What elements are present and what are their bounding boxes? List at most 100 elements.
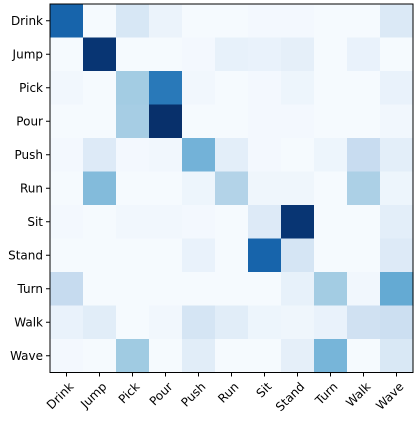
heatmap-cell-5-7 (281, 171, 315, 206)
heatmap-cell-3-6 (248, 104, 282, 139)
x-tick-label-drink: Drink (44, 380, 77, 413)
heatmap-cell-0-7 (281, 4, 315, 39)
heatmap-cell-9-2 (116, 305, 150, 340)
y-tick-label-stand: Stand (8, 248, 43, 262)
heatmap-cell-6-9 (347, 205, 381, 240)
heatmap-cell-3-10 (380, 104, 414, 139)
heatmap-cell-0-4 (182, 4, 216, 39)
heatmap-cell-2-0 (50, 71, 84, 106)
heatmap-cell-0-2 (116, 4, 150, 39)
heatmap-cell-5-6 (248, 171, 282, 206)
heatmap-cell-2-8 (314, 71, 348, 106)
heatmap-cell-1-4 (182, 37, 216, 72)
x-tick-label-wave: Wave (373, 380, 406, 413)
heatmap-cell-7-6 (248, 238, 282, 273)
x-tick-label-turn: Turn (312, 380, 341, 409)
heatmap-cell-4-10 (380, 138, 414, 173)
heatmap-cell-7-10 (380, 238, 414, 273)
x-tick-label-push: Push (178, 380, 208, 410)
heatmap-cell-3-3 (149, 104, 183, 139)
heatmap-cell-7-9 (347, 238, 381, 273)
heatmap-cell-4-5 (215, 138, 249, 173)
heatmap-cell-5-10 (380, 171, 414, 206)
heatmap-cell-5-3 (149, 171, 183, 206)
heatmap-cell-8-8 (314, 272, 348, 307)
heatmap-cell-10-4 (182, 339, 216, 374)
heatmap-cell-7-5 (215, 238, 249, 273)
heatmap-cell-6-7 (281, 205, 315, 240)
heatmap-cell-10-2 (116, 339, 150, 374)
y-tick-label-walk: Walk (14, 315, 43, 329)
heatmap-cell-5-9 (347, 171, 381, 206)
heatmap-cell-5-8 (314, 171, 348, 206)
heatmap-cell-3-1 (83, 104, 117, 139)
heatmap-cell-1-6 (248, 37, 282, 72)
y-tick-label-sit: Sit (27, 215, 43, 229)
x-tick-label-jump: Jump (77, 380, 109, 412)
x-tick-label-stand: Stand (273, 380, 308, 415)
heatmap-cell-0-0 (50, 4, 84, 39)
heatmap-cell-5-4 (182, 171, 216, 206)
heatmap-cell-3-5 (215, 104, 249, 139)
heatmap-cell-2-2 (116, 71, 150, 106)
heatmap-cell-4-9 (347, 138, 381, 173)
heatmap-cell-2-4 (182, 71, 216, 106)
y-tick-label-drink: Drink (11, 14, 43, 28)
heatmap-cell-6-4 (182, 205, 216, 240)
heatmap-cell-1-9 (347, 37, 381, 72)
heatmap-cell-0-6 (248, 4, 282, 39)
heatmap-cell-8-5 (215, 272, 249, 307)
plot-frame (49, 3, 414, 373)
heatmap-cell-7-4 (182, 238, 216, 273)
heatmap-cell-10-0 (50, 339, 84, 374)
heatmap-cell-9-8 (314, 305, 348, 340)
heatmap-cell-8-7 (281, 272, 315, 307)
heatmap-cell-8-1 (83, 272, 117, 307)
heatmap-cell-2-3 (149, 71, 183, 106)
heatmap-cell-9-6 (248, 305, 282, 340)
heatmap-cell-0-10 (380, 4, 414, 39)
heatmap-cell-2-10 (380, 71, 414, 106)
heatmap-cell-9-0 (50, 305, 84, 340)
heatmap-cell-6-6 (248, 205, 282, 240)
heatmap-cell-1-2 (116, 37, 150, 72)
heatmap-cell-3-4 (182, 104, 216, 139)
heatmap-cell-2-1 (83, 71, 117, 106)
heatmap-cell-1-7 (281, 37, 315, 72)
heatmap-cell-5-5 (215, 171, 249, 206)
heatmap-cell-10-5 (215, 339, 249, 374)
heatmap-cell-0-5 (215, 4, 249, 39)
y-tick-label-push: Push (15, 148, 44, 162)
heatmap-cell-6-10 (380, 205, 414, 240)
x-tick-label-pick: Pick (116, 380, 143, 407)
y-tick-label-pour: Pour (16, 114, 43, 128)
heatmap-cell-2-6 (248, 71, 282, 106)
heatmap-cell-8-6 (248, 272, 282, 307)
heatmap-cell-7-8 (314, 238, 348, 273)
heatmap-cell-3-9 (347, 104, 381, 139)
heatmap-cell-10-10 (380, 339, 414, 374)
heatmap-cell-9-9 (347, 305, 381, 340)
heatmap-cell-1-5 (215, 37, 249, 72)
x-tick-label-pour: Pour (147, 380, 176, 409)
heatmap-cell-1-1 (83, 37, 117, 72)
heatmap-cell-0-3 (149, 4, 183, 39)
heatmap-cell-10-1 (83, 339, 117, 374)
heatmap-cell-10-6 (248, 339, 282, 374)
heatmap-cell-4-1 (83, 138, 117, 173)
heatmap-cell-1-8 (314, 37, 348, 72)
heatmap-cells (50, 4, 414, 374)
heatmap-cell-5-1 (83, 171, 117, 206)
y-tick-label-jump: Jump (12, 47, 43, 61)
y-axis-tick-labels: Drink Jump Pick Pour Push Run Sit Stand Turn Walk… (8, 14, 43, 363)
heatmap-cell-9-1 (83, 305, 117, 340)
heatmap-cell-4-7 (281, 138, 315, 173)
heatmap-cell-8-10 (380, 272, 414, 307)
heatmap-cell-2-9 (347, 71, 381, 106)
heatmap-cell-0-9 (347, 4, 381, 39)
heatmap-cell-9-3 (149, 305, 183, 340)
y-tick-label-run: Run (20, 181, 43, 195)
heatmap-cell-9-4 (182, 305, 216, 340)
